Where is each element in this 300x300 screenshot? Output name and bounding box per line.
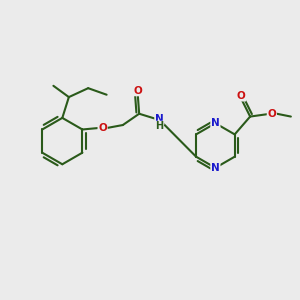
Text: H: H bbox=[155, 121, 164, 131]
Text: O: O bbox=[268, 109, 276, 118]
Text: N: N bbox=[211, 118, 220, 128]
Text: O: O bbox=[133, 85, 142, 96]
Text: O: O bbox=[98, 123, 107, 133]
Text: O: O bbox=[237, 91, 246, 101]
Text: N: N bbox=[155, 114, 164, 124]
Text: N: N bbox=[211, 163, 220, 173]
